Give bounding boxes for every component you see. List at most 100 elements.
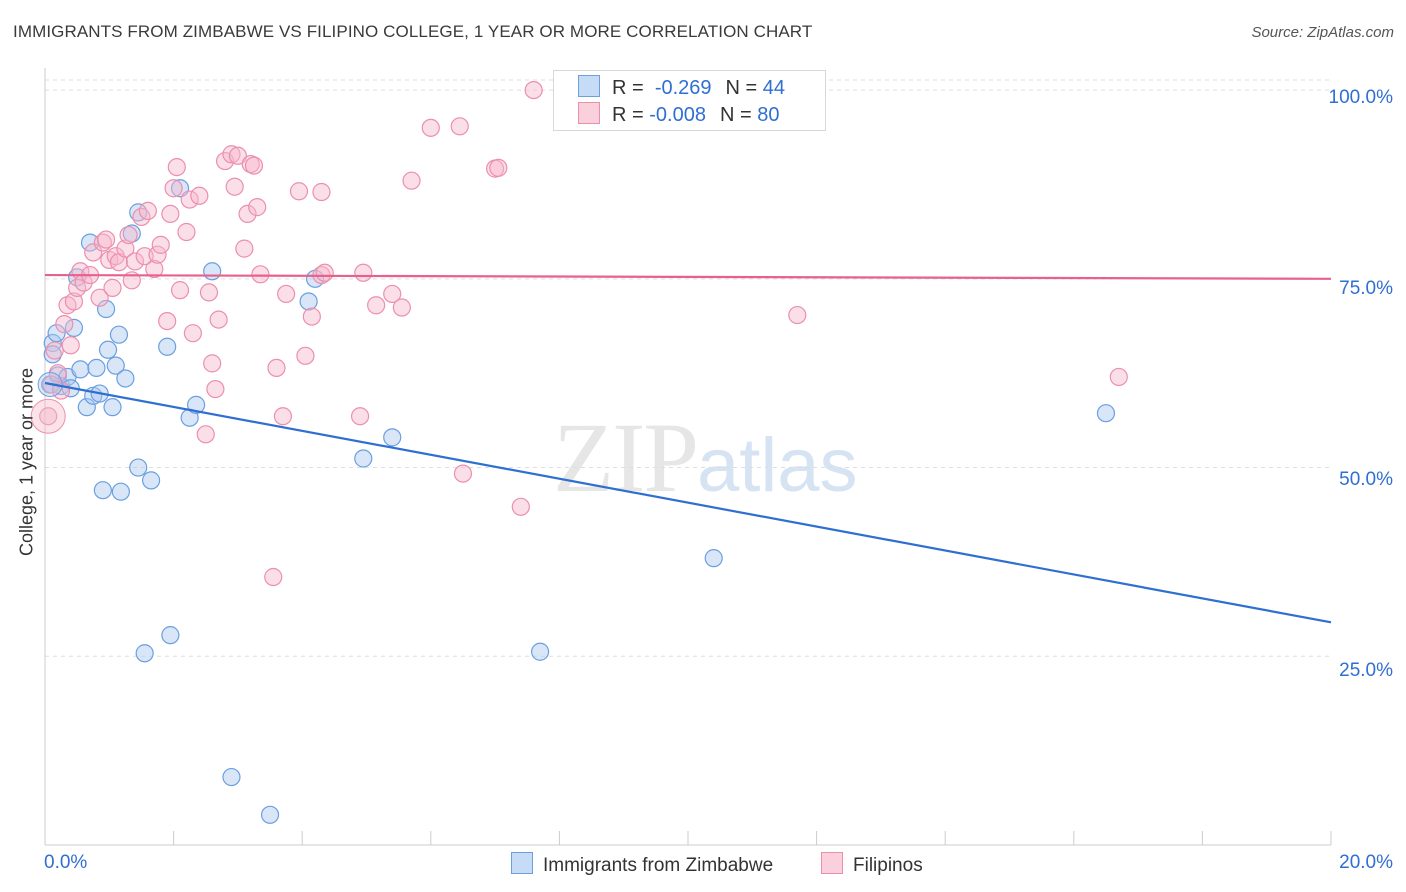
- point-blue-40: [531, 642, 550, 661]
- point-pink-20: [119, 225, 138, 245]
- point-pink-39: [199, 283, 219, 302]
- point-pink-56: [277, 284, 296, 304]
- point-blue-32: [187, 395, 206, 414]
- point-pink-73: [489, 158, 508, 177]
- point-blue-16: [96, 299, 116, 319]
- point-pink-68: [402, 171, 421, 190]
- legend-label-zimbabwe: Immigrants from Zimbabwe: [543, 855, 774, 876]
- n-value: 80: [757, 104, 780, 126]
- watermark: ZIPatlas: [553, 400, 858, 515]
- point-blue-13: [87, 358, 106, 378]
- point-blue-20: [109, 325, 129, 344]
- point-pink-14: [96, 230, 116, 249]
- trendline-blue: [44, 381, 1332, 624]
- stats-row-filipinos: R = -0.008 N = 80: [578, 102, 779, 128]
- legend-item-filipinos[interactable]: Filipinos: [821, 852, 923, 876]
- point-pink-40: [203, 354, 222, 373]
- point-pink-58: [296, 346, 315, 365]
- point-pink-79: [61, 336, 80, 355]
- point-pink-60: [312, 182, 331, 202]
- point-pink-65: [367, 296, 386, 315]
- point-pink-59: [302, 307, 321, 326]
- n-label: N =: [719, 104, 752, 126]
- point-pink-4: [55, 315, 74, 334]
- point-blue-33: [203, 262, 222, 281]
- r-value: -0.269: [654, 77, 712, 99]
- point-pink-63: [350, 407, 370, 426]
- point-pink-30: [161, 204, 180, 224]
- point-pink-19: [116, 239, 135, 258]
- point-pink-44: [222, 145, 241, 164]
- point-pink-66: [383, 284, 402, 304]
- point-pink-41: [206, 379, 225, 399]
- point-pink-34: [177, 222, 196, 242]
- point-pink-48: [238, 204, 257, 224]
- x-tick-label-max: 20.0%: [1339, 852, 1393, 873]
- point-pink-50: [244, 156, 264, 175]
- point-pink-46: [228, 146, 247, 165]
- swatch-pink-icon: [578, 102, 600, 124]
- point-pink-26: [145, 259, 164, 279]
- point-pink-52: [251, 265, 270, 284]
- legend-item-zimbabwe[interactable]: Immigrants from Zimbabwe: [511, 852, 773, 876]
- point-pink-64: [354, 263, 373, 282]
- legend-label-filipinos: Filipinos: [853, 855, 923, 876]
- point-blue-21: [111, 482, 130, 501]
- point-blue-28: [158, 337, 177, 356]
- point-pink-62: [315, 263, 334, 282]
- y-tick-label-100: 100.0%: [1328, 87, 1393, 108]
- point-pink-33: [170, 281, 190, 300]
- point-blue-22: [116, 369, 135, 388]
- point-blue-9: [71, 360, 90, 379]
- point-blue-39: [383, 428, 402, 447]
- y-tick-label-50: 50.0%: [1339, 469, 1393, 490]
- point-pink-42: [209, 310, 228, 329]
- point-pink-16: [103, 278, 122, 297]
- point-blue-34: [222, 767, 241, 787]
- point-pink-38: [196, 425, 215, 444]
- point-pink-74: [511, 497, 530, 516]
- point-pink-3: [48, 364, 67, 383]
- stats-row-zimbabwe: R = -0.269 N = 44: [578, 75, 785, 101]
- point-pink-76: [788, 305, 807, 325]
- point-pink-57: [289, 182, 309, 201]
- point-blue-17: [98, 340, 118, 359]
- point-pink-6: [64, 292, 84, 311]
- n-label: N =: [725, 77, 758, 99]
- y-tick-label-25: 25.0%: [1339, 660, 1393, 681]
- point-blue-42: [1096, 404, 1116, 423]
- point-pink-35: [180, 190, 199, 209]
- point-pink-45: [225, 177, 244, 196]
- legend-swatch-blue-icon: [511, 852, 533, 874]
- point-pink-22: [125, 252, 145, 271]
- point-pink-55: [273, 407, 293, 426]
- point-blue-7: [64, 318, 84, 337]
- point-pink-32: [167, 157, 186, 177]
- point-blue-19: [106, 356, 125, 375]
- point-blue-10: [77, 398, 96, 417]
- point-pink-13: [93, 233, 112, 252]
- point-pink-70: [450, 117, 469, 136]
- point-pink-47: [235, 239, 254, 258]
- r-label: R =: [612, 104, 644, 126]
- point-blue-26: [135, 644, 154, 663]
- point-pink-28: [151, 235, 170, 254]
- watermark-zip: ZIP: [553, 402, 699, 513]
- point-blue-27: [141, 471, 161, 490]
- point-blue-15: [93, 481, 112, 500]
- point-pink-27: [148, 245, 167, 264]
- point-pink-2: [45, 341, 64, 360]
- stats-legend: R = -0.269 N = 44 R = -0.008 N = 80: [553, 70, 826, 131]
- x-tick-label-min: 0.0%: [44, 852, 88, 873]
- point-pink-36: [183, 324, 202, 343]
- swatch-blue-icon: [578, 75, 600, 97]
- point-pink-cluster: [30, 398, 66, 434]
- point-blue-35: [260, 805, 280, 824]
- point-blue-25: [129, 458, 148, 477]
- source-credit: Source: ZipAtlas.com: [1251, 24, 1394, 41]
- trendline-pink: [44, 273, 1332, 280]
- point-blue-29: [161, 626, 180, 645]
- y-axis-label: College, 1 year or more: [16, 367, 37, 557]
- r-value: -0.008: [649, 104, 706, 126]
